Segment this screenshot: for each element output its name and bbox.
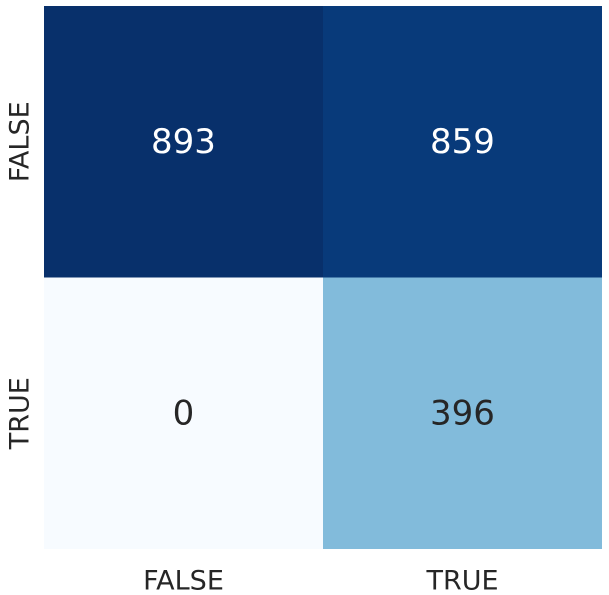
- heatmap-cell-value: 893: [151, 122, 216, 162]
- x-tick-label: TRUE: [425, 566, 498, 595]
- heatmap-cell-value: 859: [430, 122, 495, 162]
- heatmap-cell-true-true: [323, 277, 602, 549]
- heatmap-cell-false-true: [323, 6, 602, 278]
- y-tick-label: TRUE: [5, 377, 36, 450]
- y-tick-label: FALSE: [5, 101, 36, 182]
- heatmap-cell-value: 396: [430, 393, 495, 433]
- y-axis-tick-labels: FALSE TRUE: [5, 101, 36, 450]
- x-axis-tick-labels: FALSE TRUE: [143, 566, 498, 595]
- heatmap-cell-false-false: [44, 6, 323, 278]
- heatmap-cell-value: 0: [173, 393, 195, 433]
- heatmap-cells: [44, 6, 602, 549]
- heatmap-cell-labels: 893 859 0 396: [151, 122, 495, 434]
- x-tick-label: FALSE: [143, 566, 224, 595]
- heatmap-cell-true-false: [44, 277, 323, 549]
